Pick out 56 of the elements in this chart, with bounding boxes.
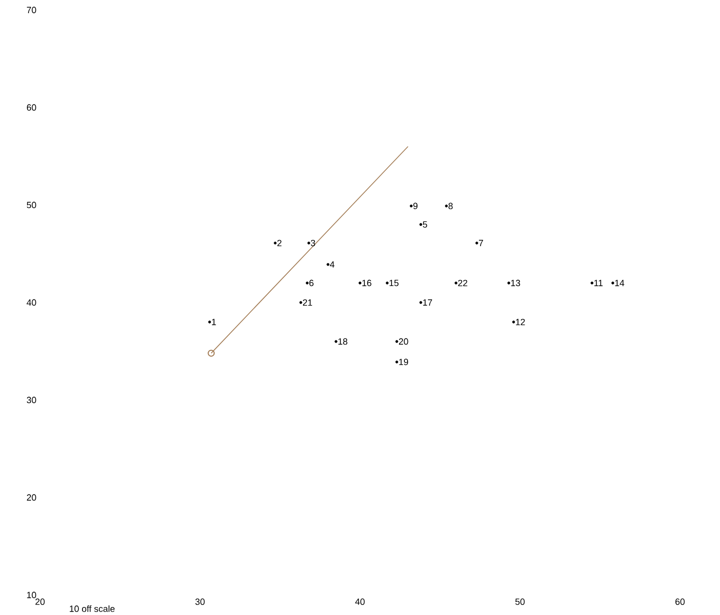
- point: [274, 242, 277, 244]
- point: [208, 350, 215, 357]
- point: [386, 282, 389, 284]
- point: [334, 340, 338, 343]
- series-label: 17: [423, 299, 432, 306]
- series-label: 21: [302, 299, 312, 306]
- series-label: 13: [511, 280, 520, 286]
- series-label: 15: [390, 280, 399, 286]
- series-label: 18: [338, 338, 348, 345]
- x-tick-label: 60: [675, 598, 685, 605]
- point: [306, 282, 309, 284]
- y-tick-label: 10: [27, 592, 36, 598]
- series-label: 11: [594, 280, 603, 286]
- series-label: 5: [422, 221, 428, 228]
- point: [454, 282, 458, 284]
- point: [419, 301, 422, 304]
- series-label: 2: [277, 240, 282, 246]
- point: [395, 360, 398, 364]
- x-tick-label: 50: [515, 598, 525, 605]
- point: [611, 282, 614, 284]
- x-tick-label: 40: [355, 598, 365, 605]
- x-tick-label: 30: [195, 598, 205, 605]
- text: 10 off scale: [70, 605, 115, 612]
- series-label: 22: [458, 280, 468, 286]
- series-label: 14: [615, 280, 624, 286]
- series-label: 19: [399, 358, 408, 366]
- y-tick-label: 30: [26, 396, 36, 404]
- y-tick-label: 60: [26, 104, 36, 111]
- series-label: 1: [212, 318, 216, 326]
- point: [475, 242, 478, 244]
- point: [299, 301, 302, 304]
- series-label: 9: [413, 202, 418, 210]
- series-label: 16: [362, 280, 372, 286]
- y-tick-label: 40: [26, 299, 36, 306]
- point: [590, 282, 594, 284]
- point: [326, 263, 330, 266]
- point: [395, 340, 398, 343]
- y-tick-label: 20: [26, 494, 36, 501]
- series-label: 4: [330, 261, 334, 268]
- x-tick-label: 20: [35, 598, 45, 605]
- point: [512, 320, 515, 324]
- point: [208, 320, 212, 324]
- point: [307, 242, 310, 244]
- point: [445, 204, 448, 208]
- point: [419, 223, 422, 226]
- point: [358, 282, 362, 284]
- series-label: 7: [478, 240, 484, 246]
- series-label: 6: [309, 280, 314, 286]
- series-label: 12: [516, 318, 525, 326]
- y-tick-label: 70: [26, 6, 36, 14]
- series-label: 3: [310, 240, 316, 246]
- y-tick-label: 50: [26, 202, 36, 208]
- point: [410, 204, 413, 208]
- point: [507, 282, 510, 284]
- series-label: 20: [398, 338, 408, 345]
- series-label: 8: [448, 202, 453, 210]
